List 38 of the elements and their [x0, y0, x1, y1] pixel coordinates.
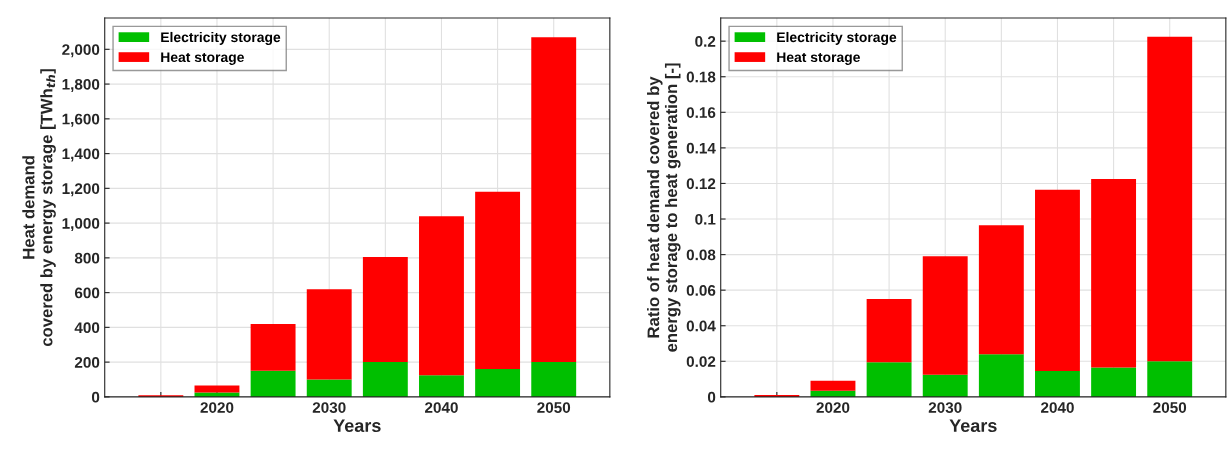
y-axis-title: Ratio of heat demand covered by energy storage to heat generation [-] [647, 63, 681, 352]
y-tick-label: 0.02 [686, 356, 716, 367]
legend-label: Heat storage [161, 52, 244, 65]
x-axis-title: Years [333, 419, 381, 433]
y-tick-label: 0.2 [695, 36, 716, 47]
y-tick-label: 400 [74, 322, 100, 334]
x-tick-label: 2040 [1041, 402, 1074, 413]
y-tick-label: 0.04 [686, 320, 716, 332]
y-tick-label: 0.12 [686, 178, 716, 190]
legend-label: Heat storage [777, 52, 860, 65]
y-tick-label: 600 [74, 287, 100, 299]
y-axis-title: Heat demand covered by energy storage [TWh$_{th}$] [22, 69, 56, 347]
y-tick-label: 0.08 [686, 249, 716, 261]
y-tick-label: 200 [74, 356, 100, 368]
x-tick-label: 2020 [200, 402, 234, 413]
y-tick-label: 800 [74, 252, 100, 264]
x-tick-label: 2050 [1153, 402, 1187, 413]
y-tick-label: 2,000 [62, 44, 100, 58]
y-tick-label: 1,400 [62, 148, 100, 162]
y-tick-label: 0.18 [686, 71, 716, 83]
y-tick-label: 0.1 [695, 213, 716, 225]
x-axis-title: Years [949, 419, 997, 433]
y-tick-label: 0.16 [686, 107, 716, 118]
y-tick-label: 0.06 [686, 285, 716, 296]
y-tick-label: 1,000 [62, 217, 100, 231]
y-tick-label: 1,200 [62, 183, 100, 197]
y-tick-label: 1,600 [62, 113, 100, 127]
y-tick-label: 1,800 [62, 78, 100, 92]
y-tick-label: 0 [91, 391, 100, 403]
x-tick-label: 2030 [312, 402, 346, 413]
y-tick-label: 0.14 [686, 142, 716, 154]
legend-label: Electricity storage [161, 31, 281, 45]
y-tick-label: 0 [707, 391, 716, 403]
x-tick-label: 2050 [537, 402, 571, 413]
x-tick-label: 2020 [816, 402, 850, 413]
x-tick-label: 2040 [425, 402, 458, 413]
x-tick-label: 2030 [928, 402, 962, 413]
legend-label: Electricity storage [777, 31, 897, 45]
